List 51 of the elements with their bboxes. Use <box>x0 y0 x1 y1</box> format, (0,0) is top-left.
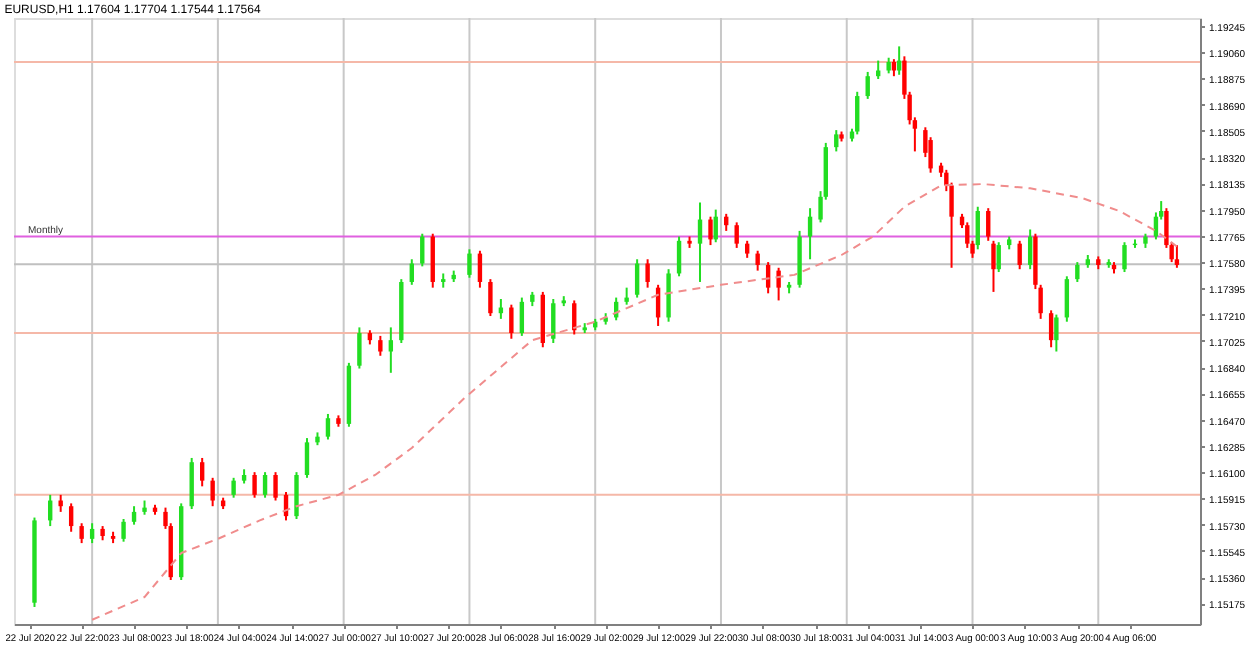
candlestick <box>1054 313 1059 353</box>
candlestick <box>89 522 95 545</box>
candlestick <box>834 129 839 153</box>
candlestick <box>991 239 996 293</box>
candlestick <box>304 437 310 479</box>
candlestick <box>645 258 650 289</box>
candlestick <box>273 471 278 502</box>
candlestick <box>210 476 215 508</box>
candlestick <box>357 326 362 370</box>
candlestick <box>996 241 1001 274</box>
candlestick <box>734 221 739 249</box>
candlestick <box>1064 275 1070 323</box>
candlestick <box>430 232 435 289</box>
candlestick <box>776 266 781 302</box>
candlestick <box>131 505 137 526</box>
candlestick <box>231 476 236 499</box>
candlestick <box>855 90 860 136</box>
candlestick <box>519 296 525 337</box>
candlestick <box>1122 241 1127 274</box>
candlestick <box>488 278 493 318</box>
candlestick <box>509 303 514 340</box>
candlestick <box>252 471 257 499</box>
candlestick <box>68 502 74 533</box>
candlestick <box>420 232 425 268</box>
candlestick <box>477 249 483 289</box>
candlestick <box>807 207 813 261</box>
candlestick <box>666 268 671 323</box>
line-series <box>91 183 1178 621</box>
candlestick <box>121 517 126 543</box>
candlestick <box>199 456 205 488</box>
candlestick <box>294 471 299 520</box>
candlestick <box>467 248 472 279</box>
candlestick <box>1017 239 1022 271</box>
candlestick <box>1174 244 1180 269</box>
candlestick <box>1075 261 1080 283</box>
candlestick <box>388 326 394 374</box>
candlestick <box>1048 309 1054 349</box>
candlestick <box>755 249 760 272</box>
candlestick <box>1027 228 1033 271</box>
candlestick <box>697 201 703 283</box>
candlestick <box>986 207 991 242</box>
candlestick <box>975 205 980 251</box>
candlestick <box>378 334 383 357</box>
candlestick <box>79 522 84 545</box>
candlestick <box>708 215 713 247</box>
candlestick <box>262 471 268 499</box>
candlestick <box>896 45 902 76</box>
candlestick <box>189 456 194 511</box>
candlestick <box>325 412 331 441</box>
candlestick <box>634 258 640 299</box>
candlestick <box>865 70 870 100</box>
